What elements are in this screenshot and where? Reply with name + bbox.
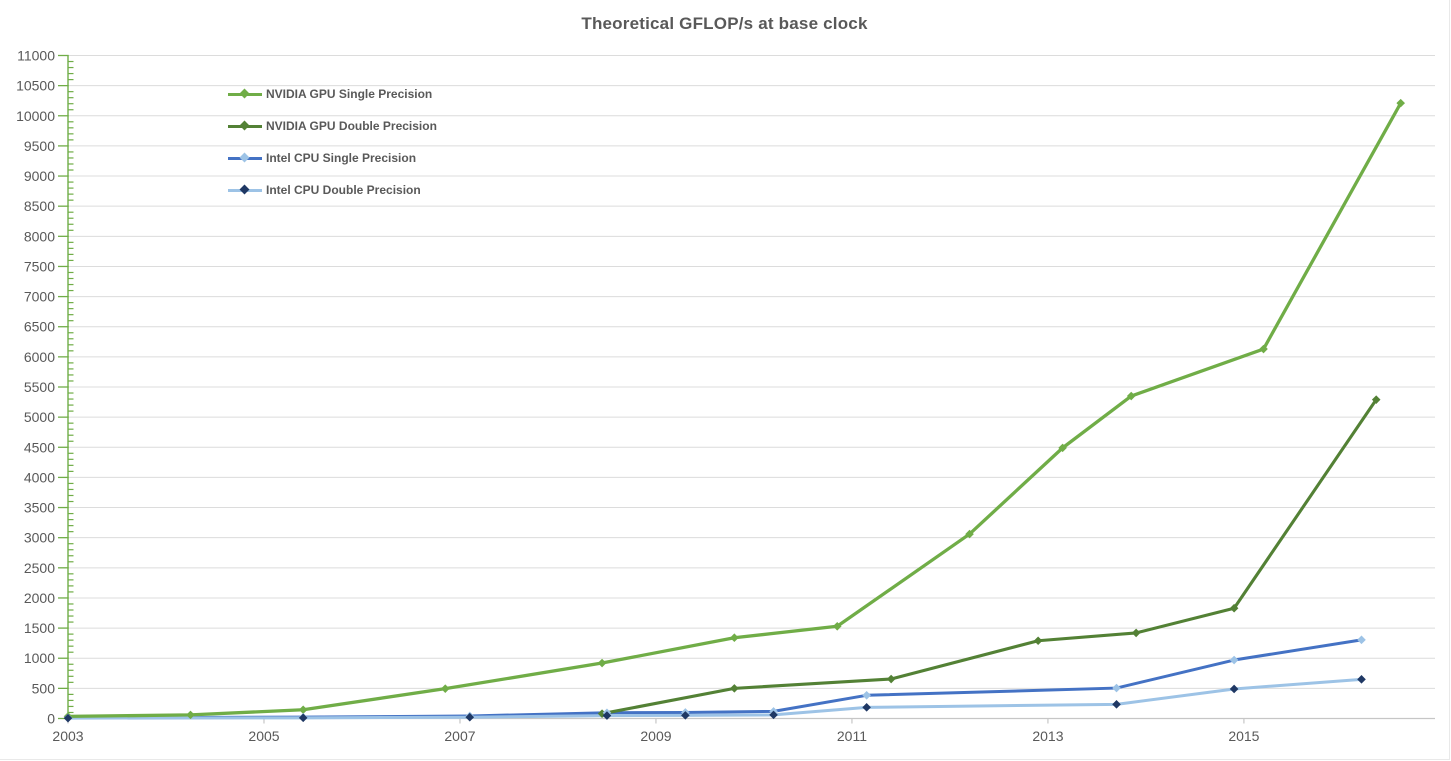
y-tick-label: 10500: [16, 78, 55, 94]
legend-item-intel-cpu-double-precision[interactable]: Intel CPU Double Precision: [228, 174, 437, 206]
series-marker-nvidia-gpu-single-precision: [1259, 344, 1268, 354]
y-tick-label: 4000: [24, 469, 55, 485]
y-tick-label: 0: [47, 711, 55, 727]
legend-marker-diamond-icon: [239, 184, 250, 195]
legend-swatch-nvidia-gpu-double-precision: [228, 120, 262, 131]
y-tick-label: 11000: [17, 48, 55, 64]
y-axis: [58, 54, 74, 720]
series-marker-nvidia-gpu-single-precision: [186, 710, 195, 720]
legend-item-nvidia-gpu-double-precision[interactable]: NVIDIA GPU Double Precision: [228, 110, 437, 142]
x-tick-label: 2007: [444, 728, 475, 744]
y-tick-label: 500: [32, 680, 56, 696]
x-tick-labels: 2003 2005 2007 2009 2011 2013 2015: [52, 728, 1259, 744]
series-marker-nvidia-gpu-single-precision: [1058, 443, 1067, 453]
series-marker-intel-cpu-double-precision: [298, 713, 308, 723]
series-marker-intel-cpu-single-precision: [862, 690, 871, 700]
x-tick-label: 2009: [640, 728, 671, 744]
x-tick-label: 2005: [248, 728, 279, 744]
y-tick-label: 1500: [24, 620, 55, 636]
x-tick-label: 2011: [837, 728, 867, 744]
y-tick-labels: 0 500 1000 1500 2000 2500 3000 3500 4000 4500 5000…: [16, 48, 55, 727]
chart-title: Theoretical GFLOP/s at base clock: [581, 14, 868, 33]
series-marker-nvidia-gpu-single-precision: [1396, 98, 1406, 108]
legend-label: Intel CPU Double Precision: [266, 183, 421, 197]
y-tick-label: 2000: [24, 590, 55, 606]
y-tick-label: 7500: [24, 258, 55, 274]
legend-label: Intel CPU Single Precision: [266, 151, 417, 165]
series-marker-nvidia-gpu-single-precision: [440, 684, 450, 693]
series-marker-nvidia-gpu-single-precision: [730, 633, 739, 643]
series-line-intel-cpu-double-precision: [66, 677, 1364, 720]
series-marker-nvidia-gpu-single-precision: [965, 529, 974, 539]
y-tick-label: 8000: [24, 228, 55, 244]
y-tick-label: 9000: [24, 168, 55, 184]
legend-swatch-nvidia-gpu-single-precision: [228, 88, 262, 99]
y-tick-label: 5000: [24, 409, 55, 425]
legend-marker-diamond-icon: [239, 120, 250, 131]
series-marker-nvidia-gpu-double-precision: [1371, 395, 1381, 404]
series-marker-nvidia-gpu-single-precision: [298, 705, 308, 715]
series-marker-intel-cpu-double-precision: [1112, 700, 1121, 709]
legend-swatch-intel-cpu-double-precision: [228, 184, 262, 195]
series-marker-intel-cpu-double-precision: [602, 711, 612, 720]
y-tick-label: 1000: [24, 650, 55, 666]
series-marker-intel-cpu-single-precision: [1112, 683, 1121, 693]
series-marker-nvidia-gpu-single-precision: [832, 621, 842, 631]
y-tick-label: 8500: [24, 198, 55, 214]
series-marker-intel-cpu-double-precision: [63, 713, 73, 723]
series-marker-nvidia-gpu-double-precision: [1131, 628, 1141, 638]
y-tick-label: 3000: [24, 530, 55, 546]
y-tick-label: 10000: [16, 108, 55, 124]
y-tick-label: 3500: [24, 500, 55, 516]
y-tick-label: 5500: [24, 379, 55, 395]
legend-label: NVIDIA GPU Single Precision: [266, 87, 433, 101]
legend-item-intel-cpu-single-precision[interactable]: Intel CPU Single Precision: [228, 142, 437, 174]
series-marker-nvidia-gpu-single-precision: [597, 658, 607, 668]
series-marker-intel-cpu-single-precision: [1229, 655, 1239, 665]
x-tick-label: 2013: [1032, 728, 1063, 744]
chart-legend: NVIDIA GPU Single Precision NVIDIA GPU Do…: [228, 78, 437, 206]
y-tick-label: 6500: [24, 319, 55, 335]
series-marker-intel-cpu-double-precision: [465, 712, 475, 722]
series-marker-intel-cpu-double-precision: [681, 711, 690, 720]
y-tick-label: 7000: [24, 289, 55, 305]
series-line-nvidia-gpu-single-precision: [66, 101, 1403, 719]
legend-swatch-intel-cpu-single-precision: [228, 152, 262, 163]
series-marker-nvidia-gpu-double-precision: [1033, 636, 1043, 646]
series-marker-intel-cpu-double-precision: [1229, 684, 1239, 694]
series-marker-intel-cpu-double-precision: [769, 710, 778, 720]
series-marker-intel-cpu-single-precision: [1357, 635, 1366, 645]
legend-marker-diamond-icon: [239, 88, 250, 99]
y-tick-label: 2500: [24, 560, 55, 576]
legend-label: NVIDIA GPU Double Precision: [266, 119, 437, 133]
series-marker-intel-cpu-double-precision: [862, 703, 871, 712]
series-marker-nvidia-gpu-double-precision: [730, 684, 739, 693]
series-line-nvidia-gpu-double-precision: [600, 398, 1378, 716]
series-marker-nvidia-gpu-single-precision: [1126, 391, 1136, 401]
y-tick-label: 9500: [24, 138, 55, 154]
series-marker-intel-cpu-double-precision: [1357, 675, 1366, 684]
series-line-intel-cpu-single-precision: [66, 638, 1364, 720]
x-tick-label: 2015: [1228, 728, 1259, 744]
series-marker-nvidia-gpu-double-precision: [1229, 603, 1239, 613]
legend-marker-diamond-icon: [239, 152, 250, 163]
y-tick-label: 4500: [24, 439, 55, 455]
series-marker-nvidia-gpu-double-precision: [886, 674, 896, 684]
gridlines: [68, 55, 1435, 689]
series-markers: [63, 98, 1406, 723]
y-tick-label: 6000: [24, 349, 55, 365]
legend-item-nvidia-gpu-single-precision[interactable]: NVIDIA GPU Single Precision: [228, 78, 437, 110]
x-tick-label: 2003: [52, 728, 83, 744]
